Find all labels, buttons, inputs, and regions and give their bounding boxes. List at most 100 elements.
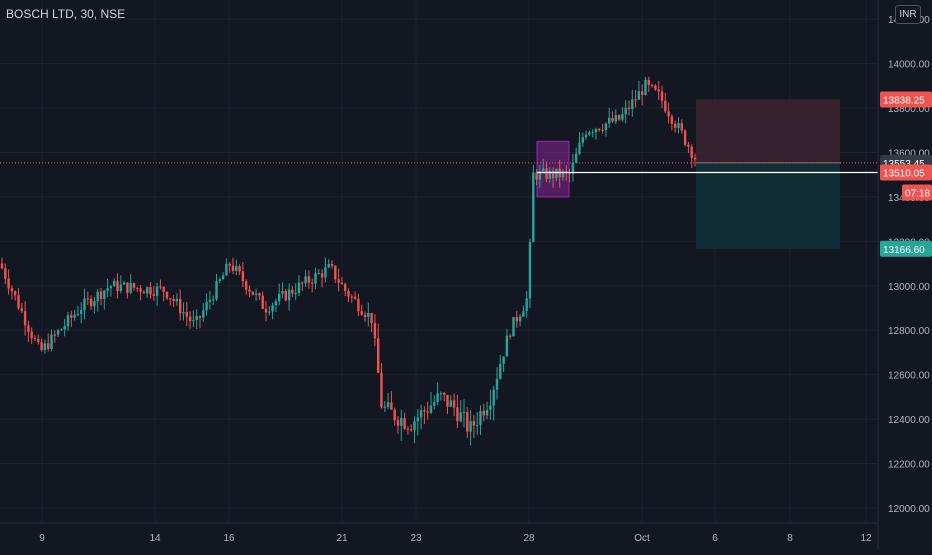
candle-body (165, 292, 169, 299)
candle-body (674, 123, 677, 128)
candle-body (548, 170, 551, 180)
price-label: 13166.60 (883, 245, 925, 256)
candle-body (185, 312, 188, 317)
candle-body (617, 115, 621, 120)
candle-body (50, 334, 53, 349)
candle-body (499, 363, 502, 379)
candle-body (294, 293, 297, 295)
candle-body (324, 267, 327, 278)
candle-body (482, 410, 485, 416)
candle-body (60, 329, 63, 331)
candle-body (195, 316, 198, 321)
candle-body (472, 421, 476, 426)
candle-body (40, 342, 43, 351)
candle-body (515, 317, 518, 322)
candle-body (66, 315, 70, 327)
candle-body (522, 310, 525, 317)
candle-body (99, 291, 103, 300)
position-zones[interactable] (536, 99, 840, 249)
currency-badge[interactable]: INR (895, 5, 921, 24)
price-label-box (880, 91, 932, 108)
candle-body (274, 301, 278, 306)
candle-body (139, 288, 142, 292)
candle-body (575, 153, 578, 163)
candle-body (608, 118, 611, 124)
candle-body (254, 293, 258, 295)
candle-body (657, 89, 660, 92)
candle-body (419, 410, 423, 418)
y-tick-label: 13600.00 (888, 148, 930, 159)
candle-body (423, 410, 426, 412)
candle-body (551, 170, 555, 179)
candle-body (149, 287, 152, 295)
candle-body (225, 263, 228, 276)
price-label: 07:18 (905, 188, 930, 199)
candle-body (581, 137, 584, 143)
candle-body (238, 266, 241, 272)
candle-body (311, 282, 314, 284)
candle-body (297, 282, 301, 294)
candle-body (126, 282, 129, 293)
x-tick-label: 21 (336, 533, 348, 544)
candle-body (476, 424, 479, 426)
candle-body (565, 171, 568, 173)
candle-body (386, 402, 390, 407)
candle-body (86, 298, 89, 300)
candle-body (485, 409, 489, 416)
candle-body (113, 280, 116, 287)
candle-body (604, 123, 608, 131)
x-tick-label: 16 (223, 533, 235, 544)
candle-body (202, 310, 205, 318)
candle-body (654, 85, 657, 90)
y-tick-label: 12200.00 (888, 460, 930, 471)
candle-body (119, 284, 122, 292)
candle-body (314, 273, 317, 284)
candle-body (466, 412, 469, 432)
candle-body (357, 298, 360, 312)
candle-body (555, 168, 558, 179)
candle-body (545, 168, 548, 180)
candle-body (611, 118, 614, 122)
candle-body (212, 299, 215, 301)
candle-body (647, 79, 650, 85)
candle-body (347, 290, 350, 297)
candle-body (680, 123, 683, 131)
time-axis[interactable]: 9 14 16 21 23 28 Oct 6 8 12 (39, 533, 872, 544)
candle-body (109, 286, 113, 289)
candle-body (116, 280, 119, 292)
candle-body (63, 326, 66, 330)
candle-body (439, 393, 443, 395)
y-tick-label: 12000.00 (888, 504, 930, 515)
candle-body (413, 421, 416, 431)
candle-body (169, 298, 172, 300)
candle-body (528, 242, 532, 299)
candle-body (33, 338, 37, 340)
candle-body (228, 263, 231, 266)
candle-body (340, 282, 344, 285)
candle-body (258, 293, 261, 296)
candle-body (0, 263, 4, 269)
candle-body (208, 300, 212, 302)
candle-body (502, 356, 505, 364)
candle-body (495, 378, 499, 390)
candle-body (449, 400, 452, 407)
candle-body (350, 296, 353, 298)
candle-body (334, 265, 337, 280)
candle-body (591, 132, 594, 134)
candle-body (683, 130, 687, 145)
y-tick-label: 13000.00 (888, 282, 930, 293)
x-tick-label: 12 (860, 533, 872, 544)
candle-body (103, 290, 106, 300)
candle-body (403, 418, 406, 429)
candle-body (14, 291, 17, 296)
candle-body (83, 298, 86, 311)
price-label-box (902, 184, 932, 201)
candle-body (162, 286, 165, 293)
candle-body (377, 338, 380, 373)
candle-body (452, 400, 456, 408)
candle-body (512, 317, 515, 337)
symbol-title[interactable]: BOSCH LTD, 30, NSE (6, 7, 126, 21)
